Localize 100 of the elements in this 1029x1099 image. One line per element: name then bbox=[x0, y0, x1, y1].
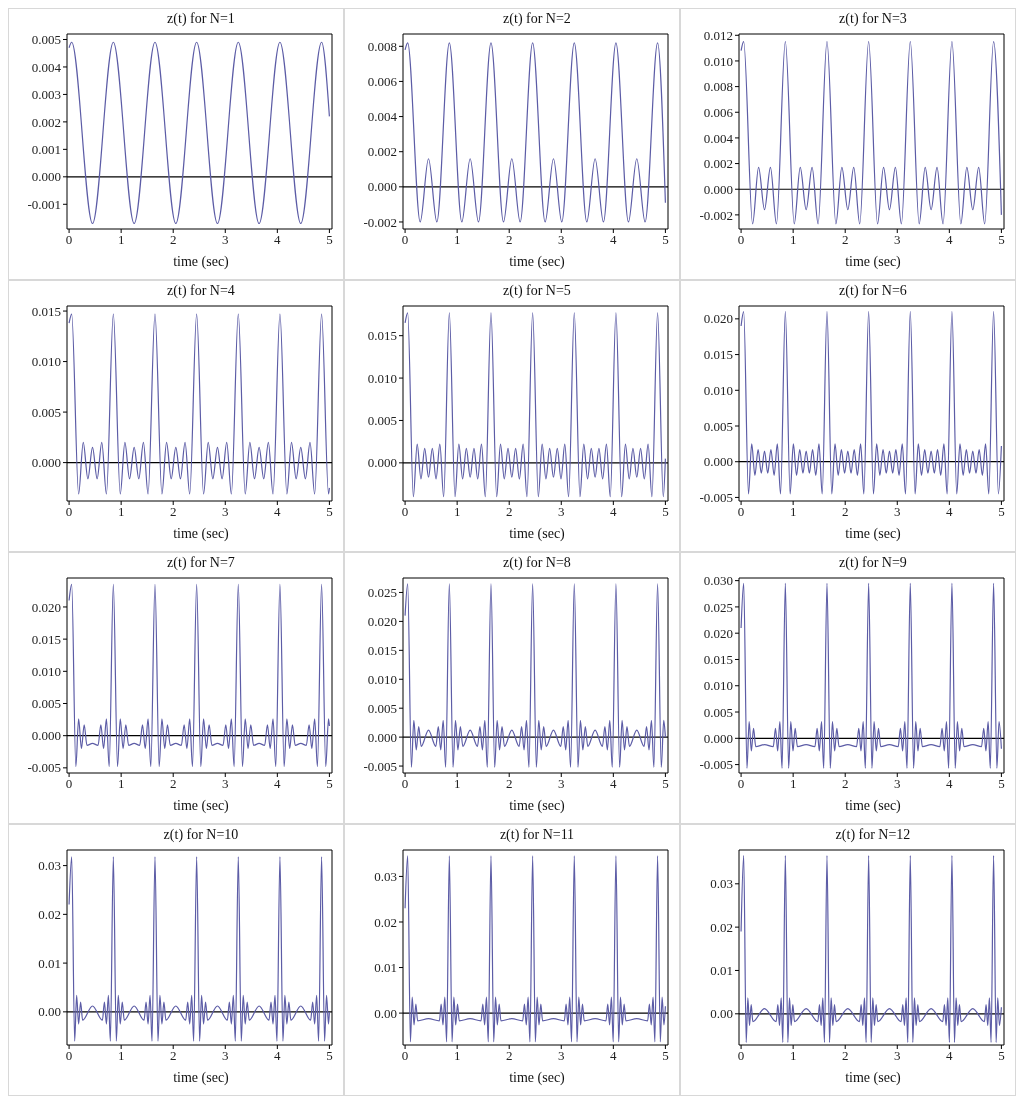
chart-title: z(t) for N=10 bbox=[162, 826, 240, 844]
y-tick-label: 0.002 bbox=[703, 156, 733, 172]
y-tick-label: 0.00 bbox=[374, 1005, 397, 1021]
y-tick-label: 0.015 bbox=[367, 328, 397, 344]
x-tick-label: 5 bbox=[326, 232, 333, 248]
x-tick-label: 3 bbox=[894, 504, 901, 520]
x-tick-label: 3 bbox=[894, 232, 901, 248]
x-tick-label: 2 bbox=[505, 776, 513, 792]
y-tick-label: 0.015 bbox=[31, 631, 61, 647]
y-tick-label: 0.020 bbox=[367, 614, 397, 630]
y-tick-label: 0.010 bbox=[703, 382, 733, 398]
y-tick-label: 0.015 bbox=[31, 303, 61, 319]
chart-title: z(t) for N=1 bbox=[166, 10, 236, 28]
x-axis-title: time (sec) bbox=[508, 525, 566, 543]
x-tick-label: 3 bbox=[558, 504, 565, 520]
y-tick-label: 0.000 bbox=[367, 455, 397, 471]
y-tick-label: 0.001 bbox=[31, 141, 61, 157]
y-tick-label: 0.025 bbox=[367, 585, 397, 601]
y-tick-label: 0.020 bbox=[703, 625, 733, 641]
x-tick-label: 0 bbox=[401, 776, 409, 792]
y-tick-label: 0.006 bbox=[703, 104, 734, 120]
y-tick-label: 0.002 bbox=[31, 114, 61, 130]
x-tick-label: 2 bbox=[169, 776, 177, 792]
x-tick-label: 1 bbox=[453, 232, 461, 248]
x-tick-label: 0 bbox=[737, 504, 745, 520]
y-tick-label: -0.005 bbox=[363, 758, 397, 774]
x-tick-label: 0 bbox=[65, 232, 73, 248]
x-tick-label: 4 bbox=[274, 232, 282, 248]
x-tick-label: 0 bbox=[401, 504, 409, 520]
y-tick-label: 0.010 bbox=[703, 53, 733, 69]
x-axis-title: time (sec) bbox=[172, 253, 230, 271]
x-tick-label: 3 bbox=[558, 232, 565, 248]
x-tick-label: 5 bbox=[662, 232, 669, 248]
y-tick-label: 0.012 bbox=[703, 27, 733, 43]
x-tick-label: 4 bbox=[610, 232, 618, 248]
x-tick-label: 5 bbox=[998, 504, 1005, 520]
y-tick-label: 0.015 bbox=[703, 652, 733, 668]
x-tick-label: 2 bbox=[169, 232, 177, 248]
x-tick-label: 0 bbox=[737, 776, 745, 792]
y-tick-label: 0.01 bbox=[374, 960, 397, 976]
y-tick-label: 0.000 bbox=[703, 454, 733, 470]
y-tick-label: -0.002 bbox=[363, 214, 397, 230]
y-tick-label: 0.01 bbox=[710, 963, 733, 979]
x-tick-label: 3 bbox=[558, 1048, 565, 1064]
x-tick-label: 1 bbox=[789, 1048, 797, 1064]
y-tick-label: 0.010 bbox=[31, 663, 61, 679]
x-tick-label: 4 bbox=[274, 504, 282, 520]
y-tick-label: 0.006 bbox=[367, 74, 398, 90]
y-tick-label: 0.03 bbox=[38, 858, 61, 874]
x-tick-label: 2 bbox=[169, 1048, 177, 1064]
x-tick-label: 3 bbox=[222, 504, 229, 520]
y-tick-label: 0.02 bbox=[710, 919, 733, 935]
x-tick-label: 1 bbox=[789, 776, 797, 792]
x-tick-label: 5 bbox=[998, 232, 1005, 248]
y-tick-label: 0.004 bbox=[367, 109, 398, 125]
x-axis-title: time (sec) bbox=[844, 253, 902, 271]
chart-title: z(t) for N=8 bbox=[502, 554, 572, 572]
y-tick-label: 0.015 bbox=[703, 347, 733, 363]
x-tick-label: 2 bbox=[841, 504, 849, 520]
y-tick-label: 0.005 bbox=[31, 32, 61, 48]
y-tick-label: 0.005 bbox=[31, 696, 61, 712]
y-tick-label: 0.004 bbox=[703, 130, 734, 146]
y-tick-label: -0.005 bbox=[27, 760, 61, 776]
x-tick-label: 4 bbox=[946, 1048, 954, 1064]
x-axis-title: time (sec) bbox=[172, 797, 230, 815]
x-tick-label: 4 bbox=[610, 1048, 618, 1064]
x-tick-label: 5 bbox=[662, 1048, 669, 1064]
y-tick-label: 0.002 bbox=[367, 144, 397, 160]
y-tick-label: 0.005 bbox=[703, 704, 733, 720]
x-tick-label: 4 bbox=[274, 776, 282, 792]
chart-title: z(t) for N=4 bbox=[166, 282, 236, 300]
x-tick-label: 5 bbox=[662, 504, 669, 520]
x-tick-label: 3 bbox=[894, 1048, 901, 1064]
x-tick-label: 0 bbox=[65, 1048, 73, 1064]
y-tick-label: 0.005 bbox=[367, 413, 397, 429]
y-tick-label: 0.02 bbox=[38, 906, 61, 922]
chart-title: z(t) for N=6 bbox=[838, 282, 908, 300]
chart-title: z(t) for N=7 bbox=[166, 554, 236, 572]
x-tick-label: 3 bbox=[894, 776, 901, 792]
x-tick-label: 3 bbox=[222, 1048, 229, 1064]
x-tick-label: 2 bbox=[841, 1048, 849, 1064]
x-axis-title: time (sec) bbox=[172, 1069, 230, 1087]
x-tick-label: 0 bbox=[737, 232, 745, 248]
x-axis-title: time (sec) bbox=[844, 525, 902, 543]
x-tick-label: 1 bbox=[789, 232, 797, 248]
x-tick-label: 2 bbox=[505, 232, 513, 248]
x-tick-label: 3 bbox=[222, 232, 229, 248]
x-axis-title: time (sec) bbox=[508, 253, 566, 271]
y-tick-label: 0.00 bbox=[38, 1004, 61, 1020]
y-tick-label: 0.03 bbox=[374, 869, 397, 885]
y-tick-label: 0.010 bbox=[31, 354, 61, 370]
x-tick-label: 4 bbox=[946, 232, 954, 248]
x-tick-label: 1 bbox=[453, 776, 461, 792]
x-tick-label: 3 bbox=[222, 776, 229, 792]
y-tick-label: 0.00 bbox=[710, 1006, 733, 1022]
x-tick-label: 5 bbox=[326, 504, 333, 520]
y-tick-label: 0.004 bbox=[31, 59, 62, 75]
x-tick-label: 5 bbox=[326, 1048, 333, 1064]
chart-title: z(t) for N=5 bbox=[502, 282, 572, 300]
x-tick-label: 2 bbox=[841, 232, 849, 248]
